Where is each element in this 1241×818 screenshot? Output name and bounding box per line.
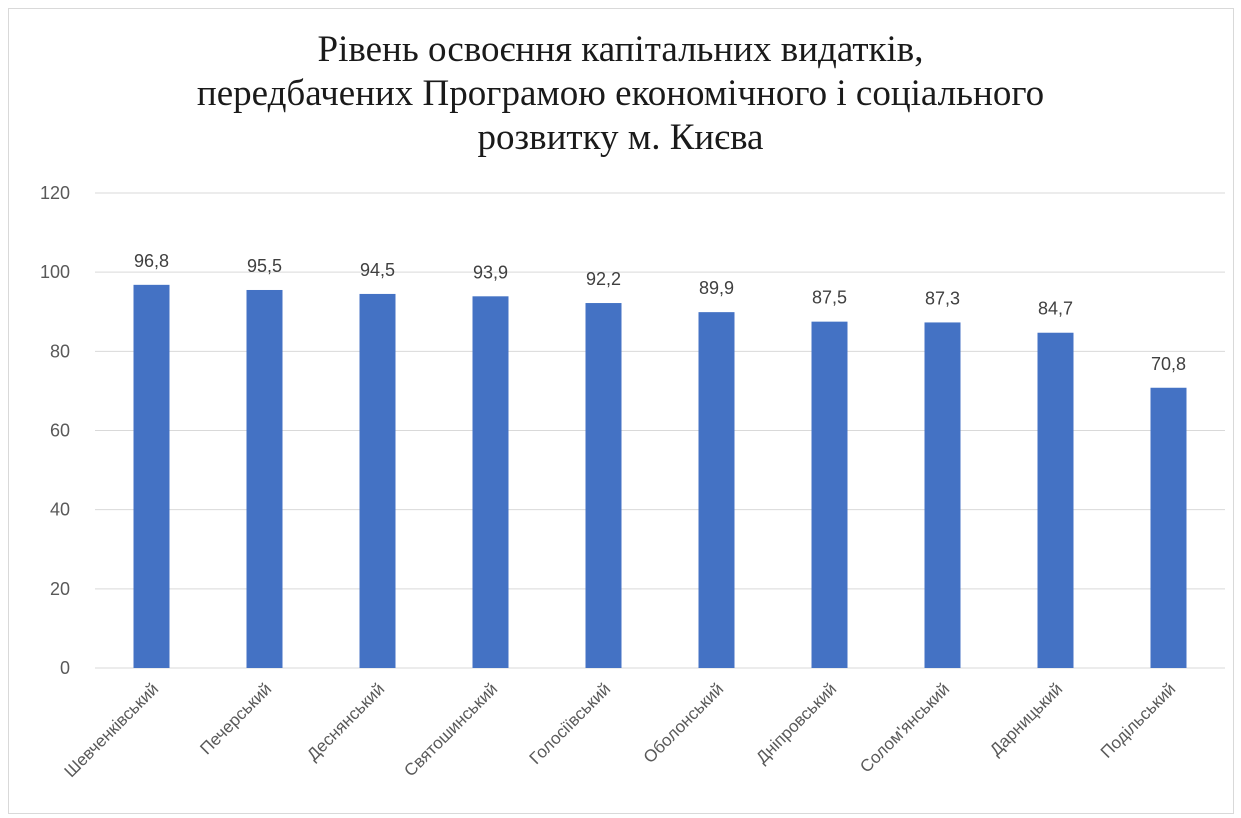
bar: [924, 322, 961, 668]
data-label: 70,8: [1151, 354, 1186, 374]
data-label: 89,9: [699, 278, 734, 298]
category-label: Дніпровський: [752, 679, 840, 767]
category-label: Солом'янський: [856, 679, 953, 776]
chart-title-line-2: передбачених Програмою економічного і со…: [196, 73, 1045, 114]
y-axis-ticks: 0 20 40 60 80 100 120: [40, 183, 70, 678]
y-tick-label: 80: [50, 341, 70, 361]
chart-title-line-3: розвитку м. Києва: [477, 117, 764, 158]
bar: [1150, 387, 1187, 668]
y-tick-label: 100: [40, 262, 70, 282]
bar: [359, 293, 396, 668]
category-label: Шевченківський: [61, 679, 163, 781]
bar: [698, 312, 735, 668]
y-tick-label: 60: [50, 421, 70, 441]
data-label: 87,3: [925, 288, 960, 308]
category-label: Оболонський: [640, 679, 728, 767]
bar: [1037, 332, 1074, 668]
category-label: Голосіївський: [526, 679, 615, 768]
y-tick-label: 120: [40, 183, 70, 203]
data-label: 94,5: [360, 260, 395, 280]
bar: [133, 284, 170, 668]
category-label: Дарницький: [986, 679, 1066, 759]
data-label: 93,9: [473, 262, 508, 282]
category-label: Святошинський: [400, 679, 501, 780]
data-label: 92,2: [586, 269, 621, 289]
y-tick-label: 20: [50, 579, 70, 599]
category-label: Печерський: [196, 679, 275, 758]
bar: [246, 289, 283, 668]
data-label: 96,8: [134, 251, 169, 271]
bars: [133, 284, 1187, 668]
y-tick-label: 40: [50, 500, 70, 520]
y-tick-label: 0: [60, 658, 70, 678]
data-label: 95,5: [247, 256, 282, 276]
category-label: Деснянський: [303, 679, 388, 764]
gridlines: [95, 192, 1225, 669]
bar: [472, 296, 509, 668]
bar: [585, 303, 622, 668]
data-labels: 96,8 95,5 94,5 93,9 92,2 89,9 87,5 87,3 84,7 70,8: [134, 251, 1186, 374]
data-label: 84,7: [1038, 299, 1073, 319]
chart-title-line-1: Рівень освоєння капітальних видатків,: [317, 29, 924, 70]
bar: [811, 321, 848, 668]
data-label: 87,5: [812, 288, 847, 308]
category-label: Подільський: [1097, 679, 1179, 761]
x-axis-categories: Шевченківський Печерський Деснянський Свято…: [61, 679, 1180, 781]
chart-title: Рівень освоєння капітальних видатків, пе…: [0, 28, 1241, 160]
